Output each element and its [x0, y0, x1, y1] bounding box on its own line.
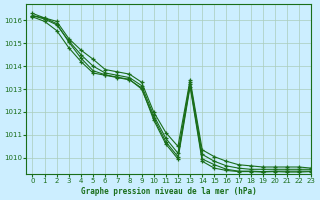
X-axis label: Graphe pression niveau de la mer (hPa): Graphe pression niveau de la mer (hPa) [81, 187, 257, 196]
